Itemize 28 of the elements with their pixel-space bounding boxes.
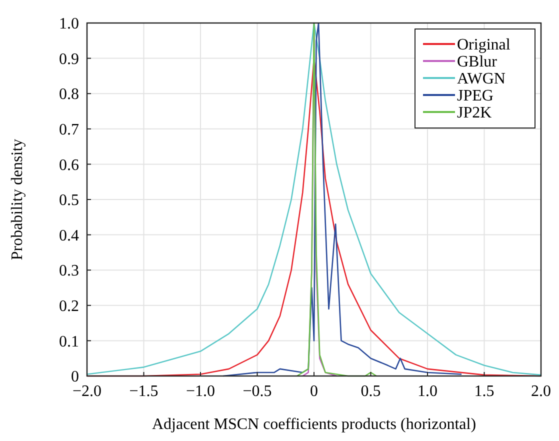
y-tick-label: 0.4 — [59, 227, 79, 244]
x-tick-label: 0.5 — [360, 383, 381, 400]
y-tick-label: 1.0 — [59, 16, 79, 33]
y-tick-label: 0.6 — [59, 156, 79, 174]
x-tick-label: −0.5 — [242, 383, 272, 400]
y-tick-label: 0 — [71, 368, 79, 386]
legend-label: JPEG — [457, 88, 494, 105]
y-tick-label: 0.9 — [59, 50, 79, 68]
legend-label: GBlur — [457, 54, 498, 71]
y-tick-label: 0.7 — [59, 122, 79, 138]
legend-label: Original — [457, 36, 511, 54]
x-tick-label: 2.0 — [531, 383, 551, 400]
y-tick-label: 0.1 — [59, 333, 79, 350]
line-series — [296, 22, 378, 377]
x-tick-label: 1.5 — [474, 383, 494, 400]
x-tick-label: −2.0 — [72, 383, 102, 400]
x-tick-label: −1.5 — [129, 383, 158, 400]
y-tick-label: 0.5 — [59, 192, 79, 210]
legend-label: JP2K — [457, 104, 492, 122]
x-axis-title: Adjacent MSCN coefficients products (horizontal) — [152, 416, 476, 433]
x-tick-label: 0 — [310, 383, 318, 400]
legend-label: AWGN — [457, 70, 506, 88]
x-tick-label: −1.0 — [186, 383, 216, 400]
y-tick-label: 0.3 — [59, 262, 79, 280]
y-axis-title: Probability density — [9, 138, 26, 260]
x-tick-label: 1.0 — [418, 383, 438, 400]
y-tick-label: 0.8 — [59, 86, 79, 104]
y-tick-label: 0.2 — [59, 298, 79, 315]
